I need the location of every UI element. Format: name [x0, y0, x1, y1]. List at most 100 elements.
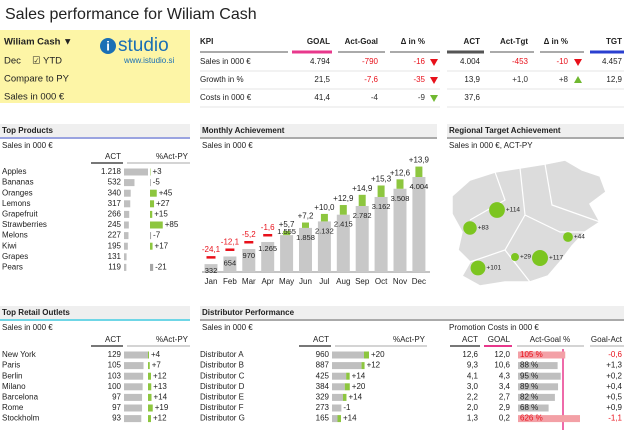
- bar: [332, 372, 347, 380]
- column-header: GOAL: [488, 335, 511, 344]
- bubble: [532, 250, 548, 266]
- bubble: [563, 232, 573, 242]
- value-label: 4.004: [410, 182, 429, 191]
- delta-bar: [320, 213, 328, 222]
- bar: [124, 393, 143, 401]
- cell: 0,2: [499, 414, 511, 423]
- cell: -453: [512, 57, 529, 66]
- bar: [332, 351, 364, 359]
- value-label: 425: [316, 371, 330, 380]
- cell: +1,0: [512, 75, 528, 84]
- subtitle: Sales in 000 €: [202, 141, 253, 150]
- delta-label: -24,1: [202, 245, 221, 254]
- column-header: Act-Goal %: [530, 335, 570, 344]
- delta-label: +14: [352, 371, 366, 380]
- delta-bar: [302, 222, 309, 228]
- row-label: Grapes: [2, 252, 28, 261]
- cell: Costs in 000 €: [200, 93, 252, 102]
- cell: 9,3: [467, 361, 479, 370]
- delta-bar: [415, 166, 423, 177]
- value-label: 93: [112, 414, 121, 423]
- delta-label: +27: [156, 199, 170, 208]
- bar: [518, 372, 561, 380]
- logo-text: studio: [118, 35, 169, 56]
- value-label: 2.782: [353, 211, 372, 220]
- cell: 4,1: [467, 371, 479, 380]
- row-label: Strawberries: [2, 220, 47, 229]
- filter[interactable]: Wiliam Cash ▼: [4, 37, 72, 48]
- column-header: ACT: [462, 335, 478, 344]
- delta-label: +10,0: [314, 203, 335, 212]
- row-label: Lemons: [2, 199, 30, 208]
- bar: [124, 404, 143, 412]
- delta-bar: [361, 362, 365, 370]
- delta-label: +15: [154, 210, 168, 219]
- value-label: 97: [112, 393, 121, 402]
- delta-label: +12,6: [390, 168, 411, 177]
- value-label: 960: [316, 350, 330, 359]
- cell: +1,3: [606, 361, 622, 370]
- value-label: 329: [316, 393, 330, 402]
- value-label: 82 %: [520, 393, 538, 402]
- bar: [332, 404, 342, 412]
- delta-label: +3: [152, 167, 162, 176]
- delta-label: +85: [165, 220, 179, 229]
- value-label: 88 %: [520, 361, 538, 370]
- delta-bar: [148, 362, 150, 370]
- value-label: 105: [108, 361, 122, 370]
- delta-label: +4: [151, 350, 161, 359]
- column-header: Δ in %: [401, 37, 425, 46]
- bar: [124, 415, 142, 423]
- value-label: 245: [108, 220, 122, 229]
- x-tick-label: Sep: [355, 277, 370, 286]
- value-label: 195: [108, 241, 122, 250]
- cell: +0,4: [606, 382, 622, 391]
- bubble-label: +29: [520, 254, 531, 261]
- bar: [332, 415, 338, 423]
- delta-label: +12,9: [333, 194, 354, 203]
- bar: [332, 383, 345, 391]
- bar: [332, 393, 343, 401]
- row-label: Rome: [2, 403, 24, 412]
- row-label: Pears: [2, 263, 23, 272]
- section-title: Distributor Performance: [202, 308, 295, 317]
- cell: 3,0: [467, 382, 479, 391]
- bar: [280, 235, 294, 272]
- delta-label: +14: [348, 393, 362, 402]
- delta-label: +13: [153, 382, 167, 391]
- delta-bar: [150, 232, 152, 240]
- cell: -35: [413, 75, 425, 84]
- bar: [336, 214, 350, 272]
- value-label: 89 %: [520, 382, 538, 391]
- delta-label: +45: [159, 188, 173, 197]
- column-header: TGT: [606, 37, 622, 46]
- bar: [124, 179, 135, 187]
- filter[interactable]: Compare to PY: [4, 74, 70, 85]
- delta-label: -1: [343, 403, 351, 412]
- cell: -9: [418, 93, 426, 102]
- column-header: Act-Tgt: [500, 37, 528, 46]
- filter[interactable]: Dec: [4, 56, 21, 67]
- delta-label: +12: [153, 371, 167, 380]
- cell: 4.004: [460, 57, 481, 66]
- column-header: Goal-Act: [591, 335, 623, 344]
- value-label: 227: [108, 231, 122, 240]
- bar: [124, 210, 130, 218]
- delta-bar: [344, 383, 350, 391]
- cell: 12,0: [494, 350, 510, 359]
- cell: -7,6: [364, 75, 378, 84]
- bar: [124, 242, 128, 250]
- x-tick-label: Mar: [242, 277, 256, 286]
- x-tick-label: Apr: [261, 277, 274, 286]
- bar: [124, 232, 129, 240]
- section-title: Top Retail Outlets: [2, 308, 70, 317]
- delta-bar: [263, 233, 273, 237]
- cell: 12,6: [462, 350, 478, 359]
- delta-bar: [150, 179, 151, 187]
- subtitle: Promotion Costs in 000 €: [449, 323, 539, 332]
- delta-bar: [244, 240, 254, 244]
- x-tick-label: Jun: [299, 277, 312, 286]
- filter[interactable]: Sales in 000 €: [4, 92, 65, 103]
- filter[interactable]: ☑ YTD: [32, 56, 62, 67]
